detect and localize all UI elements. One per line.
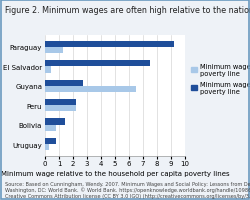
Bar: [45, 80, 83, 86]
Bar: [45, 61, 150, 67]
Bar: [45, 106, 76, 112]
Bar: [45, 138, 56, 144]
Text: Figure 2. Minimum wages are often high relative to the national poverty line: Figure 2. Minimum wages are often high r…: [5, 6, 250, 15]
X-axis label: Minimum wage relative to the household per capita poverty lines: Minimum wage relative to the household p…: [1, 170, 229, 176]
Bar: [45, 144, 49, 151]
Bar: [45, 41, 174, 48]
Bar: [45, 119, 64, 125]
Bar: [45, 125, 56, 131]
Text: Source: Based on Cunningham, Wendy. 2007. Minimum Wages and Social Policy: Lesso: Source: Based on Cunningham, Wendy. 2007…: [5, 181, 250, 198]
Legend: Minimum wage/US$2 per day
poverty line, Minimum wage/consumption basket
poverty : Minimum wage/US$2 per day poverty line, …: [191, 63, 250, 94]
Bar: [45, 67, 51, 73]
Bar: [45, 48, 63, 54]
Bar: [45, 86, 136, 93]
Bar: [45, 99, 76, 106]
